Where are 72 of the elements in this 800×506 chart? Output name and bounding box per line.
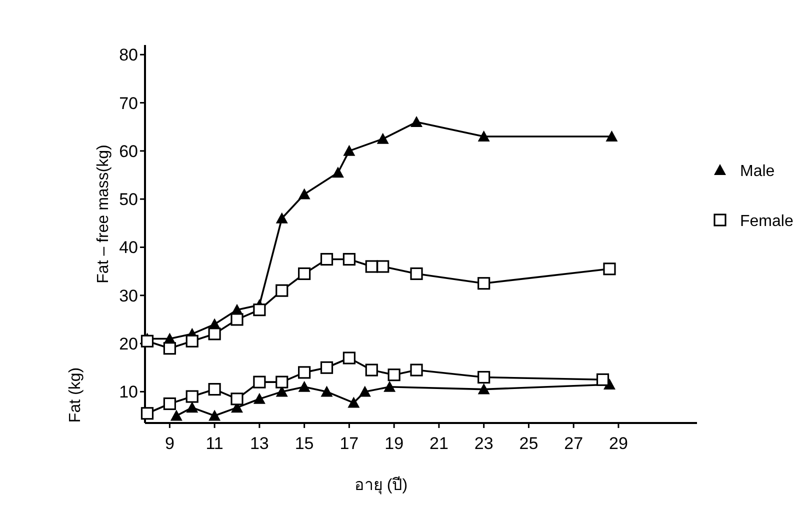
- y-tick-label: 60: [119, 142, 138, 161]
- x-tick-label: 27: [564, 434, 584, 453]
- point: [186, 402, 198, 413]
- point: [410, 267, 423, 280]
- point: [384, 380, 396, 392]
- point: [298, 267, 311, 280]
- y-tick-label: 70: [119, 94, 138, 113]
- x-tick-label: 9: [164, 434, 174, 453]
- legend-label: Female: [740, 213, 794, 230]
- point: [298, 188, 310, 200]
- x-axis-title: อายุ (ปี): [354, 476, 408, 495]
- point: [230, 313, 244, 326]
- point: [163, 397, 176, 410]
- point: [276, 212, 288, 224]
- point: [596, 373, 610, 386]
- point: [332, 166, 344, 178]
- point: [163, 342, 176, 355]
- point: [342, 352, 356, 364]
- point: [478, 130, 490, 142]
- x-tick-label: 19: [384, 434, 404, 453]
- point: [276, 284, 288, 297]
- point: [140, 334, 154, 348]
- point: [298, 380, 310, 392]
- point: [606, 130, 618, 142]
- point: [253, 376, 266, 388]
- y-axis-title: Fat – free mass(kg): [95, 144, 112, 284]
- point: [342, 252, 356, 266]
- point: [253, 304, 266, 316]
- y-tick-label: 80: [119, 46, 138, 65]
- point: [348, 396, 360, 408]
- y-tick-label: 50: [119, 190, 138, 210]
- point: [276, 376, 288, 388]
- point: [343, 144, 356, 156]
- y-tick-label: 30: [119, 286, 138, 306]
- point: [230, 392, 244, 406]
- point: [320, 386, 333, 397]
- point: [298, 366, 311, 379]
- point: [208, 410, 221, 421]
- point: [253, 392, 266, 404]
- point: [365, 364, 378, 376]
- x-tick-label: 23: [474, 434, 494, 453]
- point: [186, 334, 198, 348]
- point: [410, 364, 423, 376]
- y-tick-label: 20: [119, 334, 138, 354]
- x-tick-label: 25: [519, 434, 538, 453]
- text: Fat (kg): [67, 367, 84, 423]
- x-tick-label: 15: [294, 434, 314, 453]
- point: [320, 361, 334, 374]
- point: [478, 383, 490, 394]
- x-tick-label: 13: [250, 434, 269, 453]
- point: [365, 260, 378, 273]
- point: [358, 386, 371, 397]
- point: [208, 328, 221, 340]
- point: [478, 370, 490, 384]
- point: [603, 262, 616, 276]
- point: [478, 277, 490, 290]
- point: [170, 410, 182, 421]
- point: [186, 390, 198, 403]
- x-tick-label: 11: [206, 434, 224, 453]
- x-tick-label: 29: [609, 434, 628, 453]
- y-tick-label: 40: [119, 238, 138, 258]
- point: [320, 252, 334, 266]
- x-tick-label: 17: [340, 434, 359, 453]
- point: [208, 382, 221, 396]
- point: [376, 132, 389, 144]
- y-tick-label: 10: [119, 382, 138, 402]
- point: [410, 116, 423, 128]
- point: [140, 407, 154, 420]
- legend-label: Male: [740, 163, 775, 180]
- point: [388, 368, 400, 382]
- point: [376, 260, 390, 273]
- x-tick-label: 21: [429, 434, 448, 453]
